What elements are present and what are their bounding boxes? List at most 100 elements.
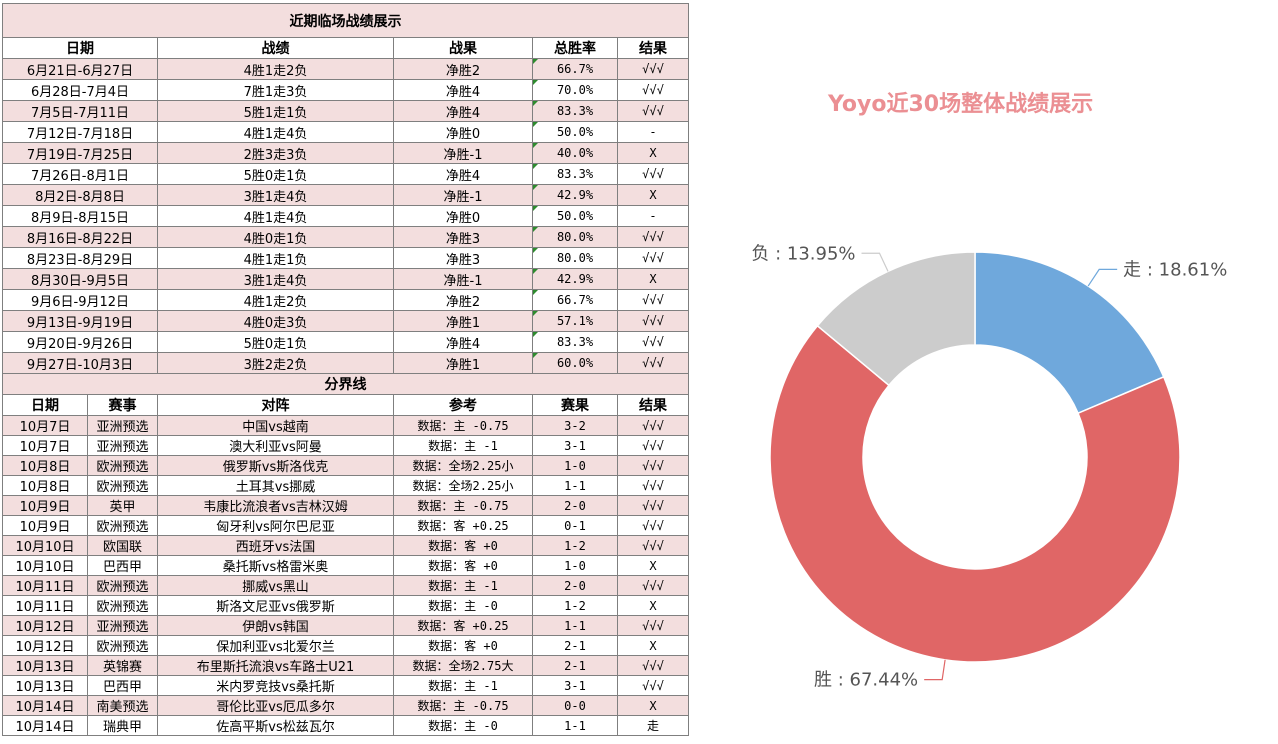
- weekly-result-cell: X: [616, 142, 690, 164]
- match-result-cell: √√√: [616, 535, 690, 556]
- donut-slice-1: [769, 324, 1181, 663]
- weekly-net-cell: 净胜0: [393, 205, 533, 227]
- match-result-cell: √√√: [616, 655, 690, 676]
- weekly-result-cell: X: [616, 268, 690, 290]
- weekly-date-cell: 9月27日-10月3日: [2, 352, 158, 374]
- match-date-cell: 10月8日: [2, 475, 88, 496]
- weekly-header-result: 结果: [616, 37, 690, 59]
- weekly-record-cell: 3胜1走4负: [157, 184, 394, 206]
- match-ref-cell: 数据：主 -1: [393, 575, 533, 596]
- match-league-cell: 欧洲预选: [87, 475, 158, 496]
- weekly-record-cell: 4胜1走1负: [157, 247, 394, 269]
- weekly-rate-cell: 66.7%: [532, 58, 618, 80]
- match-row: 10月9日 英甲 韦康比流浪者vs吉林汉姆 数据：主 -0.75 2-0 √√√: [2, 495, 690, 516]
- match-row: 10月8日 欧洲预选 俄罗斯vs斯洛伐克 数据：全场2.25小 1-0 √√√: [2, 455, 690, 476]
- weekly-date-cell: 9月20日-9月26日: [2, 331, 158, 353]
- match-date-cell: 10月7日: [2, 415, 88, 436]
- weekly-header-date: 日期: [2, 37, 158, 59]
- match-row: 10月14日 瑞典甲 佐高平斯vs松兹瓦尔 数据：主 -0 1-1 走: [2, 715, 690, 736]
- match-score-cell: 1-2: [532, 535, 618, 556]
- match-teams-cell: 佐高平斯vs松兹瓦尔: [157, 715, 394, 736]
- weekly-row: 8月23日-8月29日 4胜1走1负 净胜3 80.0% √√√: [2, 247, 690, 269]
- match-score-cell: 0-1: [532, 515, 618, 536]
- weekly-record-cell: 4胜1走4负: [157, 121, 394, 143]
- match-teams-cell: 斯洛文尼亚vs俄罗斯: [157, 595, 394, 616]
- match-date-cell: 10月10日: [2, 555, 88, 576]
- weekly-row: 8月16日-8月22日 4胜0走1负 净胜3 80.0% √√√: [2, 226, 690, 248]
- weekly-record-cell: 5胜0走1负: [157, 163, 394, 185]
- match-ref-cell: 数据：主 -0.75: [393, 695, 533, 716]
- match-score-cell: 3-1: [532, 675, 618, 696]
- match-teams-cell: 米内罗竞技vs桑托斯: [157, 675, 394, 696]
- match-ref-cell: 数据：主 -0.75: [393, 415, 533, 436]
- weekly-record-cell: 3胜1走4负: [157, 268, 394, 290]
- match-league-cell: 欧洲预选: [87, 635, 158, 656]
- match-row: 10月12日 欧洲预选 保加利亚vs北爱尔兰 数据：客 +0 2-1 X: [2, 635, 690, 656]
- match-ref-cell: 数据：全场2.25小: [393, 475, 533, 496]
- weekly-net-cell: 净胜1: [393, 352, 533, 374]
- weekly-net-cell: 净胜4: [393, 100, 533, 122]
- weekly-date-cell: 6月28日-7月4日: [2, 79, 158, 101]
- weekly-rate-cell: 83.3%: [532, 163, 618, 185]
- match-row: 10月11日 欧洲预选 斯洛文尼亚vs俄罗斯 数据：主 -0 1-2 X: [2, 595, 690, 616]
- match-teams-cell: 韦康比流浪者vs吉林汉姆: [157, 495, 394, 516]
- weekly-result-cell: -: [616, 205, 690, 227]
- match-header-result: 结果: [616, 394, 690, 416]
- match-row: 10月10日 巴西甲 桑托斯vs格雷米奥 数据：客 +0 1-0 X: [2, 555, 690, 576]
- weekly-row: 7月5日-7月11日 5胜1走1负 净胜4 83.3% √√√: [2, 100, 690, 122]
- match-row: 10月11日 欧洲预选 挪威vs黑山 数据：主 -1 2-0 √√√: [2, 575, 690, 596]
- match-date-cell: 10月11日: [2, 595, 88, 616]
- weekly-date-cell: 8月16日-8月22日: [2, 226, 158, 248]
- weekly-rate-cell: 50.0%: [532, 205, 618, 227]
- weekly-net-cell: 净胜-1: [393, 184, 533, 206]
- weekly-date-cell: 7月26日-8月1日: [2, 163, 158, 185]
- weekly-result-cell: √√√: [616, 352, 690, 374]
- weekly-date-cell: 7月19日-7月25日: [2, 142, 158, 164]
- weekly-result-cell: X: [616, 184, 690, 206]
- match-result-cell: X: [616, 635, 690, 656]
- weekly-result-cell: √√√: [616, 226, 690, 248]
- match-score-cell: 1-1: [532, 615, 618, 636]
- match-date-cell: 10月9日: [2, 495, 88, 516]
- match-score-cell: 3-2: [532, 415, 618, 436]
- donut-slice-2: [816, 251, 976, 387]
- weekly-net-cell: 净胜0: [393, 121, 533, 143]
- match-ref-cell: 数据：主 -0: [393, 595, 533, 616]
- match-row: 10月8日 欧洲预选 土耳其vs挪威 数据：全场2.25小 1-1 √√√: [2, 475, 690, 496]
- match-result-cell: X: [616, 695, 690, 716]
- weekly-record-cell: 5胜1走1负: [157, 100, 394, 122]
- match-result-cell: √√√: [616, 515, 690, 536]
- match-teams-cell: 西班牙vs法国: [157, 535, 394, 556]
- weekly-net-cell: 净胜2: [393, 58, 533, 80]
- weekly-result-cell: √√√: [616, 58, 690, 80]
- weekly-net-cell: 净胜3: [393, 226, 533, 248]
- match-score-cell: 1-1: [532, 715, 618, 736]
- match-ref-cell: 数据：客 +0.25: [393, 615, 533, 636]
- weekly-record-cell: 4胜1走2负: [157, 289, 394, 311]
- match-result-cell: √√√: [616, 575, 690, 596]
- donut-label-1: 胜 : 67.44%: [814, 670, 918, 691]
- match-result-cell: √√√: [616, 415, 690, 436]
- match-header-date: 日期: [2, 394, 88, 416]
- weekly-result-cell: √√√: [616, 310, 690, 332]
- weekly-date-cell: 8月2日-8月8日: [2, 184, 158, 206]
- weekly-net-cell: 净胜4: [393, 163, 533, 185]
- match-league-cell: 巴西甲: [87, 555, 158, 576]
- donut-label-2: 负 : 13.95%: [751, 243, 855, 264]
- weekly-row: 9月13日-9月19日 4胜0走3负 净胜1 57.1% √√√: [2, 310, 690, 332]
- weekly-row: 8月9日-8月15日 4胜1走4负 净胜0 50.0% -: [2, 205, 690, 227]
- match-date-cell: 10月12日: [2, 635, 88, 656]
- weekly-row: 8月30日-9月5日 3胜1走4负 净胜-1 42.9% X: [2, 268, 690, 290]
- match-result-cell: √√√: [616, 435, 690, 456]
- match-ref-cell: 数据：全场2.75大: [393, 655, 533, 676]
- divider-row: 分界线: [1, 373, 690, 395]
- weekly-row: 7月26日-8月1日 5胜0走1负 净胜4 83.3% √√√: [2, 163, 690, 185]
- match-league-cell: 南美预选: [87, 695, 158, 716]
- weekly-net-cell: 净胜4: [393, 79, 533, 101]
- match-header-match: 对阵: [157, 394, 394, 416]
- weekly-date-cell: 8月23日-8月29日: [2, 247, 158, 269]
- divider-label: 分界线: [1, 373, 690, 395]
- match-row: 10月7日 亚洲预选 澳大利亚vs阿曼 数据：主 -1 3-1 √√√: [2, 435, 690, 456]
- match-league-cell: 英甲: [87, 495, 158, 516]
- match-date-cell: 10月13日: [2, 675, 88, 696]
